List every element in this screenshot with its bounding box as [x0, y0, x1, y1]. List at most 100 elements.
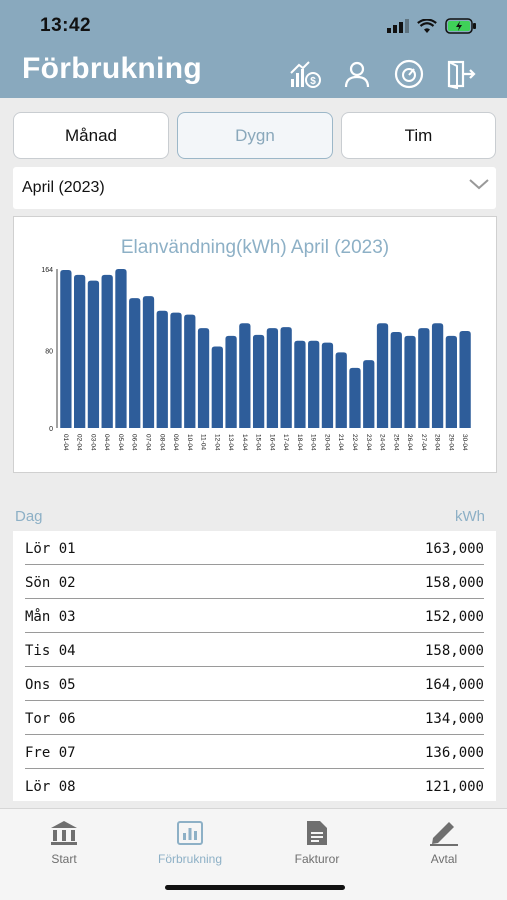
x-tick-label: 17-04	[282, 434, 289, 451]
x-tick-label: 02-04	[76, 434, 83, 451]
row-value: 152,000	[424, 608, 484, 625]
meter-icon[interactable]	[393, 58, 425, 90]
chart-bar	[74, 274, 86, 428]
tab-fakturor-label: Fakturor	[294, 852, 340, 866]
chart-bar	[197, 328, 210, 428]
x-tick-label: 20-04	[323, 434, 330, 451]
column-day: Dag	[15, 508, 43, 525]
x-tick-label: 05-04	[117, 434, 124, 451]
chart-bar	[170, 312, 182, 428]
chart-bar	[404, 335, 416, 428]
segment-month[interactable]: Månad	[13, 112, 169, 159]
x-tick-label: 07-04	[144, 434, 151, 451]
x-tick-label: 11-04	[200, 434, 207, 451]
x-tick-label: 13-04	[227, 434, 234, 451]
chart-bar	[87, 280, 100, 428]
chart-bar	[390, 332, 402, 428]
table-row: Sön 02 158,000	[25, 565, 484, 599]
row-day: Mån 03	[25, 608, 76, 625]
table-row: Ons 05 164,000	[25, 667, 484, 701]
tab-start-label: Start	[51, 852, 77, 866]
chart-title: Elanvändning(kWh) April (2023)	[120, 237, 390, 258]
signal-icon	[387, 19, 409, 38]
month-select[interactable]: April (2023)	[13, 167, 496, 209]
table-row: Lör 01 163,000	[25, 531, 484, 565]
x-tick-label: 12-04	[213, 434, 220, 451]
tab-fakturor[interactable]: Fakturor	[257, 819, 377, 866]
tab-avtal[interactable]: Avtal	[384, 819, 504, 866]
chart-bar	[225, 335, 237, 428]
y-tick-label: 80	[45, 348, 53, 355]
wifi-icon	[417, 17, 437, 39]
row-value: 158,000	[424, 642, 484, 659]
consumption-table[interactable]: Lör 01 163,000 Sön 02 158,000 Mån 03 152,00…	[13, 531, 496, 801]
row-day: Lör 01	[25, 540, 76, 557]
x-tick-label: 08-04	[158, 434, 165, 451]
row-day: Ons 05	[25, 676, 76, 693]
row-day: Fre 07	[25, 744, 76, 761]
table-row: Lör 08 121,000	[25, 769, 484, 801]
x-tick-label: 21-04	[337, 434, 344, 451]
chart-bar	[321, 342, 334, 428]
chart-bar	[252, 334, 265, 428]
invoice-icon	[302, 819, 332, 847]
table-row: Fre 07 136,000	[25, 735, 484, 769]
row-value: 163,000	[424, 540, 484, 557]
tab-avtal-label: Avtal	[430, 852, 458, 866]
segment-hour[interactable]: Tim	[341, 112, 496, 159]
row-value: 134,000	[424, 710, 484, 727]
x-tick-label: 18-04	[296, 434, 303, 451]
chart-bar	[308, 340, 320, 428]
chart-bar	[445, 335, 457, 428]
header-actions: $	[289, 58, 477, 90]
user-icon[interactable]	[341, 58, 373, 90]
svg-text:$: $	[310, 76, 316, 87]
chart-bar	[156, 310, 168, 428]
chart-bar	[129, 298, 141, 428]
x-tick-label: 28-04	[434, 434, 441, 451]
chart-card: Elanvändning(kWh) April (2023) 0 80 164 01-…	[13, 216, 497, 473]
row-value: 158,000	[424, 574, 484, 591]
x-tick-label: 26-04	[406, 434, 413, 451]
page-title: Förbrukning	[22, 52, 202, 85]
row-day: Sön 02	[25, 574, 76, 591]
status-time: 13:42	[40, 15, 92, 36]
bar-chart-icon	[175, 819, 205, 847]
x-tick-label: 06-04	[131, 434, 138, 451]
x-tick-label: 16-04	[268, 434, 275, 451]
chart-bar	[266, 328, 279, 428]
table-row: Tis 04 158,000	[25, 633, 484, 667]
row-value: 164,000	[424, 676, 484, 693]
battery-icon	[445, 18, 477, 39]
cost-chart-icon[interactable]: $	[289, 58, 321, 90]
row-day: Lör 08	[25, 778, 76, 795]
consumption-chart: 0 80 164 01-04 02-04 03-04 04-04 05-04 06-04 07-0…	[41, 267, 471, 451]
tab-start[interactable]: Start	[4, 819, 124, 866]
chart-bar	[376, 323, 389, 428]
x-tick-label: 27-04	[420, 434, 427, 451]
chart-bar	[418, 328, 430, 428]
table-header: Dag kWh	[15, 508, 485, 525]
x-tick-label: 15-04	[255, 434, 262, 451]
x-tick-label: 29-04	[447, 434, 454, 451]
chart-bar	[363, 360, 375, 428]
status-icons	[387, 17, 477, 39]
chart-bar	[184, 314, 196, 428]
x-tick-label: 01-04	[62, 434, 69, 451]
row-value: 121,000	[424, 778, 484, 795]
chart-bar	[142, 296, 155, 428]
column-kwh: kWh	[455, 508, 485, 525]
tab-forbrukning[interactable]: Förbrukning	[130, 819, 250, 866]
chart-bar	[115, 269, 127, 428]
chart-bar	[431, 323, 444, 428]
x-tick-label: 25-04	[392, 434, 399, 451]
x-tick-label: 30-04	[461, 434, 468, 451]
app-header: 13:42 Förbrukning $	[0, 0, 507, 98]
logout-icon[interactable]	[445, 58, 477, 90]
y-tick-label: 0	[49, 426, 53, 433]
segment-day[interactable]: Dygn	[177, 112, 333, 159]
x-tick-label: 09-04	[172, 434, 179, 451]
chart-bar	[60, 269, 72, 428]
table-row: Tor 06 134,000	[25, 701, 484, 735]
x-tick-label: 10-04	[186, 434, 193, 451]
